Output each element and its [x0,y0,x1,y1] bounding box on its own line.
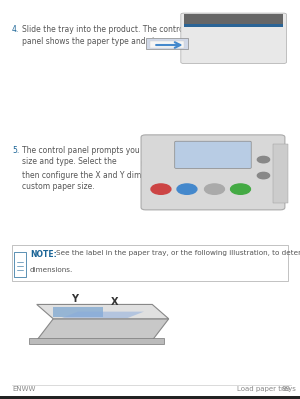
Bar [150,41,184,48]
Text: The control panel prompts you to set the paper
size and type. Select the: The control panel prompts you to set the… [22,146,204,166]
FancyBboxPatch shape [14,252,26,277]
Text: Custom: Custom [141,159,173,168]
Text: Load paper trays: Load paper trays [237,386,296,392]
Text: 89: 89 [282,386,291,392]
Text: Slide the tray into the product. The control
panel shows the paper type and size: Slide the tray into the product. The con… [22,25,187,45]
Text: ENWW: ENWW [12,386,35,392]
Polygon shape [37,304,169,319]
Text: X: X [111,297,118,307]
Text: dimensions.: dimensions. [30,267,73,273]
Text: See the label in the paper tray, or the following illustration, to determine the: See the label in the paper tray, or the … [56,250,300,256]
Bar [184,14,284,24]
Text: 5.: 5. [12,146,19,155]
FancyBboxPatch shape [141,135,285,210]
Bar [0,396,300,399]
FancyBboxPatch shape [181,13,286,63]
FancyBboxPatch shape [175,141,251,168]
Circle shape [231,184,250,194]
Circle shape [205,184,224,194]
FancyBboxPatch shape [273,144,288,203]
Text: setting, and
then configure the X and Y dimensions of the
custom paper size.: setting, and then configure the X and Y … [22,159,196,192]
Circle shape [257,156,270,163]
Bar [28,338,164,344]
Text: NOTE:: NOTE: [30,250,57,259]
Circle shape [177,184,197,194]
Bar [184,24,284,27]
FancyBboxPatch shape [12,245,288,281]
Polygon shape [37,319,169,340]
Bar [146,38,188,49]
Circle shape [257,172,270,179]
Polygon shape [61,312,144,318]
Polygon shape [53,306,103,317]
Text: Y: Y [71,294,78,304]
Text: 4.: 4. [12,25,19,34]
Circle shape [151,184,171,194]
